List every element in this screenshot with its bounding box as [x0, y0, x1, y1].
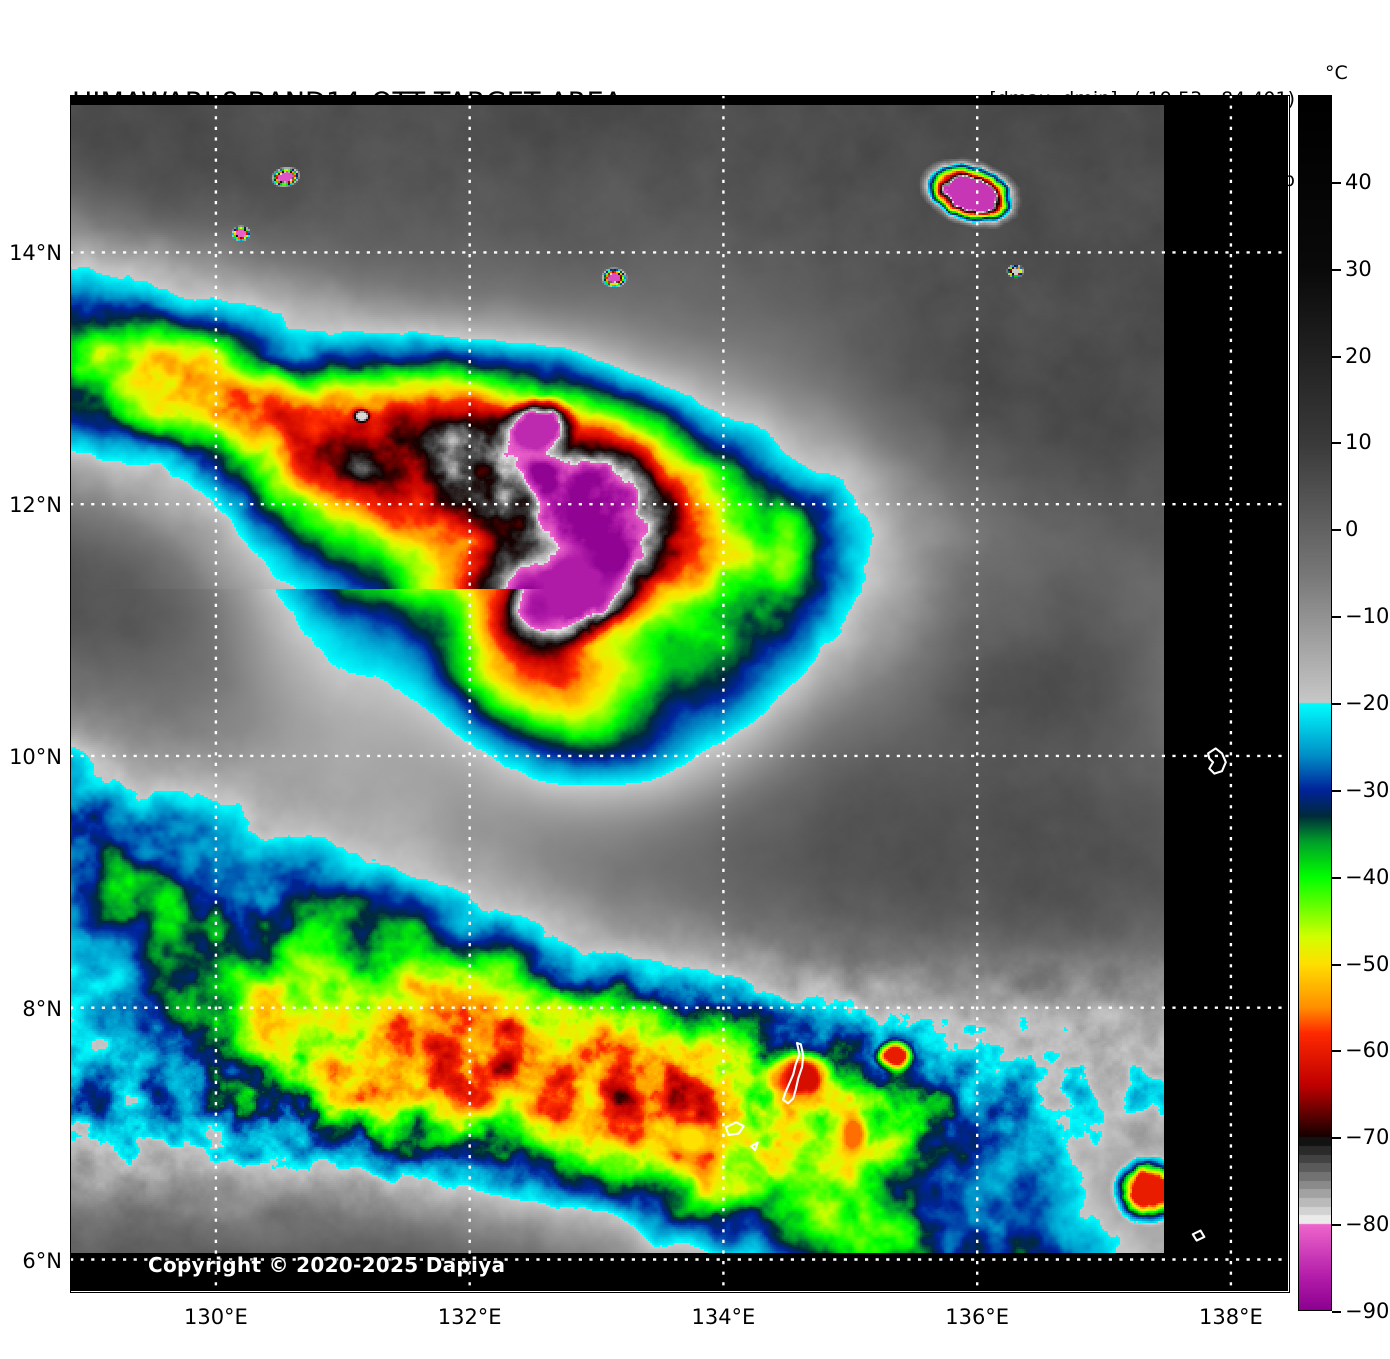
colorbar-tick-label: 10 — [1345, 430, 1372, 455]
colorbar-tick-label: −50 — [1345, 951, 1390, 976]
colorbar-tick-label: −30 — [1345, 777, 1390, 802]
copyright-text: Copyright © 2020-2025 Dapiya — [148, 1253, 506, 1277]
colorbar-tick-mark — [1332, 1137, 1341, 1140]
colorbar-tick-label: −20 — [1345, 691, 1390, 715]
y-tick-label: 10°N — [9, 744, 62, 769]
colorbar-tick-mark — [1332, 963, 1341, 966]
colorbar-tick-label: −10 — [1345, 604, 1390, 629]
colorbar-tick-label: −90 — [1345, 1299, 1390, 1323]
x-axis-labels: 130°E 132°E 134°E 136°E 138°E — [70, 1305, 1288, 1339]
colorbar-tick-mark — [1332, 1050, 1341, 1053]
colorbar-tick-mark — [1332, 876, 1341, 879]
colorbar-tick-mark — [1332, 268, 1341, 271]
colorbar-tick-mark — [1332, 1311, 1341, 1313]
satellite-imagery-canvas — [70, 95, 1288, 1291]
y-axis-labels: 14°N 12°N 10°N 8°N 6°N — [0, 95, 62, 1291]
colorbar-tick-label: 0 — [1345, 517, 1359, 542]
y-tick-label: 14°N — [9, 241, 62, 266]
colorbar-tick-label: −70 — [1345, 1125, 1390, 1150]
colorbar-tick-label: 20 — [1345, 343, 1372, 368]
colorbar-tick-mark — [1332, 616, 1341, 619]
colorbar — [1298, 95, 1332, 1311]
colorbar-tick-label: −80 — [1345, 1212, 1390, 1237]
y-tick-label: 8°N — [22, 996, 62, 1021]
y-tick-label: 12°N — [9, 493, 62, 518]
x-tick-label: 132°E — [437, 1305, 502, 1329]
colorbar-gradient — [1298, 95, 1332, 1311]
colorbar-tick-mark — [1332, 529, 1341, 532]
colorbar-tick-mark — [1332, 789, 1341, 792]
colorbar-tick-mark — [1332, 181, 1341, 184]
colorbar-tick-label: −40 — [1345, 864, 1390, 889]
colorbar-tick-mark — [1332, 1224, 1341, 1227]
colorbar-tick-mark — [1332, 355, 1341, 358]
colorbar-tick-mark — [1332, 703, 1341, 705]
x-tick-label: 136°E — [945, 1305, 1010, 1329]
x-tick-label: 134°E — [691, 1305, 756, 1329]
x-tick-label: 138°E — [1198, 1305, 1263, 1329]
colorbar-tick-label: 40 — [1345, 169, 1372, 194]
colorbar-tick-mark — [1332, 442, 1341, 445]
x-tick-label: 130°E — [183, 1305, 248, 1329]
y-tick-label: 6°N — [22, 1248, 62, 1273]
colorbar-tick-label: −60 — [1345, 1038, 1390, 1063]
colorbar-unit-label: °C — [1325, 62, 1348, 84]
colorbar-tick-label: 30 — [1345, 256, 1372, 281]
satellite-image-plot: Copyright © 2020-2025 Dapiya — [70, 95, 1288, 1291]
